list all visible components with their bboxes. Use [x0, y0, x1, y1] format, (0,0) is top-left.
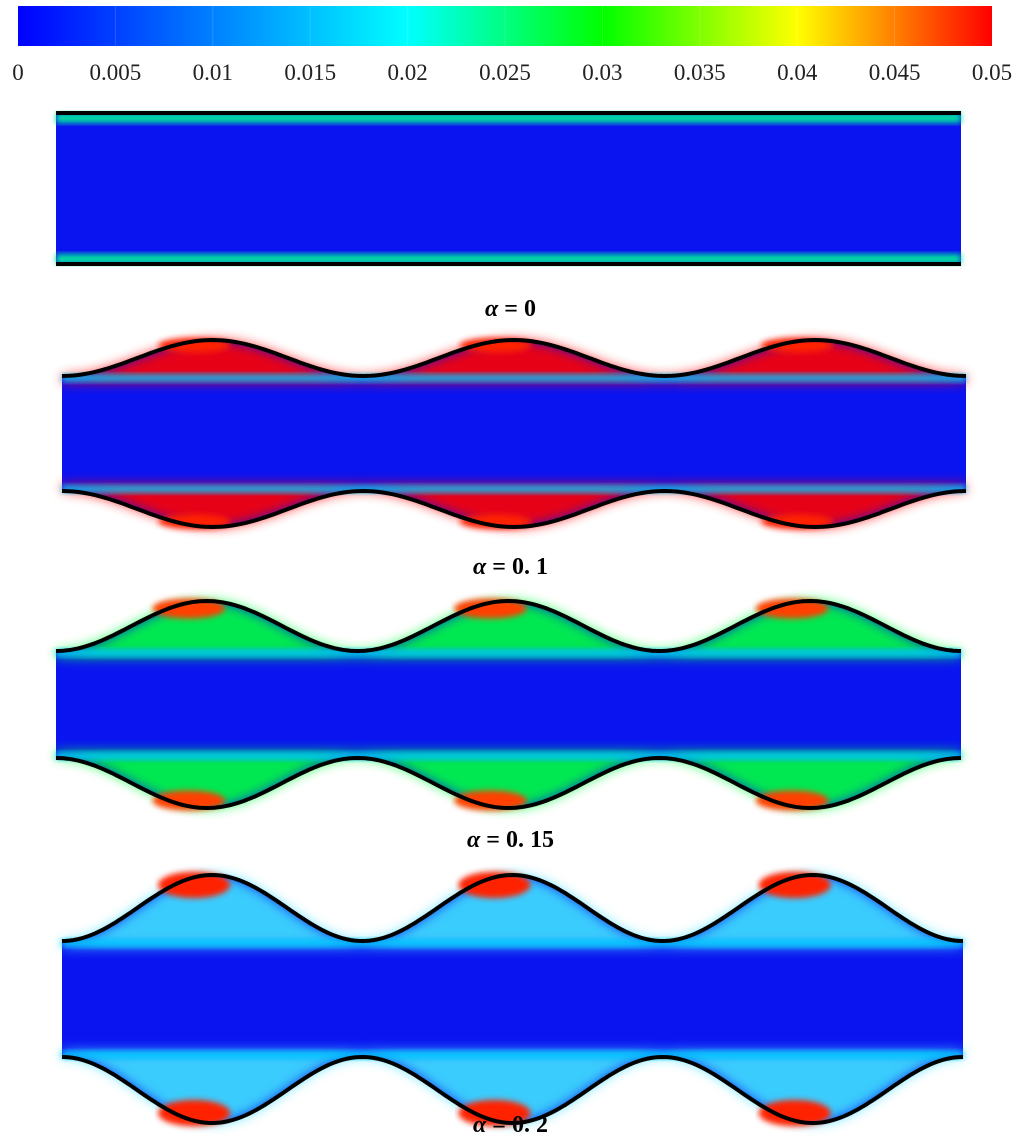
cavity-vortex-top: [56, 601, 358, 657]
contour-panel-alpha-0-1: [61, 337, 967, 530]
colorbar-tick-label: 0: [12, 60, 24, 85]
caption-symbol: α: [467, 827, 481, 853]
contour-panel-alpha-0-15: [55, 598, 962, 811]
shear-hotspot-top: [454, 598, 527, 619]
shear-hotspot-top: [458, 871, 531, 899]
colorbar-tick-label: 0.025: [479, 60, 531, 85]
channel-wall-top: [55, 598, 962, 654]
shear-hotspot-top: [152, 598, 225, 619]
shear-hotspot-bottom: [758, 1099, 831, 1127]
cavity-vortex-top: [62, 875, 363, 947]
channel-wall-bottom: [61, 1054, 964, 1126]
channel-wall-bottom: [55, 755, 962, 811]
cavity-vortex-bottom: [659, 752, 961, 808]
caption-value: = 0. 15: [480, 827, 554, 853]
channel-wall-top: [61, 337, 967, 379]
caption-alpha-0-2: α = 0. 2: [0, 1112, 1021, 1139]
caption-value: = 0. 2: [486, 1112, 548, 1138]
shear-hotspot-bottom: [152, 790, 225, 811]
wall-layer-bottom: [56, 254, 961, 264]
cavity-vortex-top: [662, 875, 963, 947]
shear-hotspot-bottom: [458, 1099, 531, 1127]
cavity-vortex-top: [357, 601, 660, 657]
shear-layer-top: [62, 939, 963, 947]
colorbar-legend: 0 0.005 0.01 0.015 0.02 0.025 0.03 0.035 0.04 0.0…: [0, 0, 1021, 95]
caption-symbol: α: [473, 554, 487, 580]
colorbar: [18, 6, 992, 46]
cavity-vortex-top: [62, 340, 364, 382]
wall-layer-top: [56, 113, 961, 123]
contour-panel-alpha-0-2: [61, 871, 964, 1127]
caption-value: = 0: [498, 296, 536, 322]
colorbar-tick-label: 0.045: [868, 60, 921, 85]
cavity-vortex-bottom: [357, 752, 660, 808]
shear-hotspot-bottom: [158, 1099, 231, 1127]
cavity-vortex-top: [664, 340, 966, 382]
shear-hotspot-top: [758, 871, 831, 899]
cavity-vortex-bottom: [664, 485, 966, 527]
shear-hotspot-bottom: [454, 790, 527, 811]
shear-layer-top: [62, 374, 966, 382]
cavity-vortex-bottom: [363, 485, 665, 527]
cavity-vortex-bottom: [56, 752, 358, 808]
channel-wall-top: [61, 872, 964, 944]
cavity-vortex-bottom: [362, 1051, 663, 1123]
shear-layer-top: [56, 649, 961, 657]
channel-wall-bottom: [61, 488, 967, 530]
colorbar-tick-label: 0.005: [89, 60, 142, 85]
caption-value: = 0. 1: [486, 554, 548, 580]
cavity-vortex-top: [363, 340, 665, 382]
contour-panel-alpha-0: [56, 111, 961, 266]
caption-alpha-0-1: α = 0. 1: [0, 554, 1021, 581]
caption-alpha-0: α = 0: [0, 296, 1021, 323]
caption-alpha-0-15: α = 0. 15: [0, 827, 1021, 854]
colorbar-tick-label: 0.04: [777, 60, 818, 85]
cavity-vortex-bottom: [62, 485, 364, 527]
colorbar-tick-label: 0.015: [284, 60, 337, 85]
cavity-vortex-bottom: [662, 1051, 963, 1123]
shear-hotspot-bottom: [755, 790, 829, 811]
shear-layer-bottom: [62, 1051, 963, 1059]
velocity-field-core: [56, 113, 961, 264]
shear-layer-bottom: [62, 485, 966, 493]
shear-layer-bottom: [56, 752, 961, 760]
colorbar-tick-label: 0.05: [971, 60, 1013, 85]
colorbar-tick-label: 0.03: [582, 60, 623, 85]
caption-symbol: α: [473, 1112, 487, 1138]
colorbar-tick-label: 0.01: [192, 60, 233, 85]
shear-hotspot-top: [755, 598, 829, 619]
velocity-field-core: [62, 340, 966, 527]
colorbar-tick-label: 0.035: [673, 60, 726, 85]
colorbar-tick-label: 0.02: [387, 60, 428, 85]
shear-hotspot-top: [158, 871, 231, 899]
caption-symbol: α: [485, 296, 499, 322]
cavity-vortex-top: [362, 875, 663, 947]
cavity-vortex-top: [659, 601, 961, 657]
cavity-vortex-bottom: [62, 1051, 363, 1123]
